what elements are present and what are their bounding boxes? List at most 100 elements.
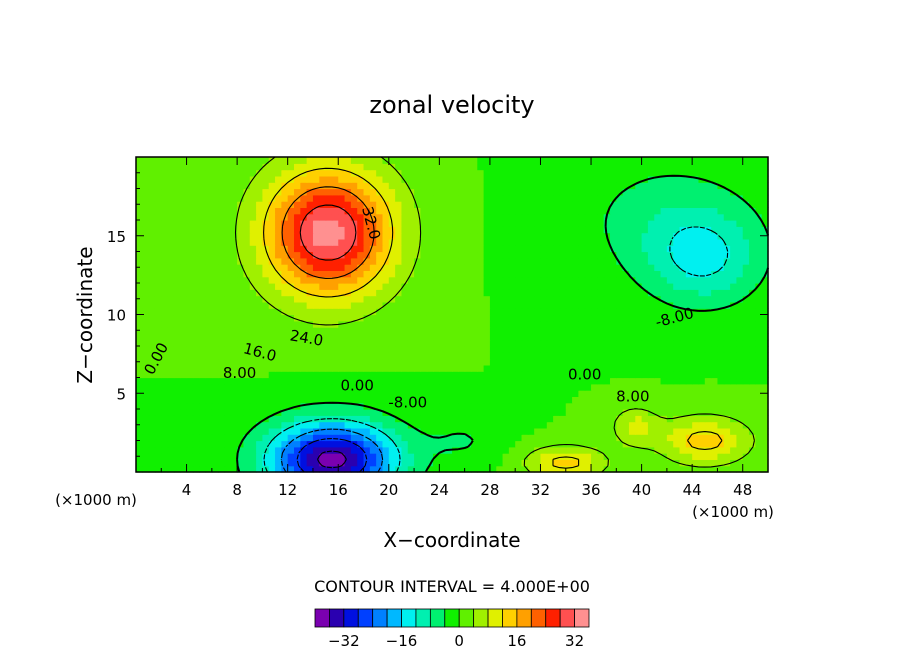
field-cell (439, 371, 447, 379)
field-cell (452, 421, 459, 429)
field-cell (331, 409, 339, 416)
field-cell (376, 194, 384, 202)
field-cell (173, 333, 181, 341)
field-cell (553, 364, 561, 372)
field-cell (508, 220, 516, 227)
field-cell (521, 465, 529, 473)
field-cell (376, 415, 384, 423)
field-cell (521, 238, 529, 246)
field-cell (711, 371, 719, 379)
field-cell (186, 169, 194, 177)
field-cell (142, 270, 150, 278)
field-cell (426, 232, 434, 240)
field-cell (635, 327, 643, 334)
field-cell (420, 220, 428, 227)
field-cell (338, 346, 346, 353)
field-cell (199, 346, 207, 353)
field-cell (325, 453, 333, 460)
field-cell (730, 377, 737, 385)
field-cell (464, 213, 472, 221)
field-cell (698, 283, 706, 290)
field-cell (173, 264, 181, 271)
field-cell (723, 207, 731, 215)
field-cell (641, 251, 649, 259)
field-cell (673, 283, 681, 290)
field-cell (540, 238, 548, 246)
field-cell (281, 371, 289, 379)
field-cell (489, 352, 497, 360)
field-cell (597, 446, 605, 454)
field-cell (306, 383, 314, 391)
field-cell (749, 465, 756, 473)
field-cell (256, 188, 263, 196)
field-cell (357, 358, 365, 366)
field-cell (515, 434, 523, 442)
field-cell (749, 257, 756, 265)
field-cell (357, 440, 365, 448)
field-cell (660, 434, 668, 442)
field-cell (350, 339, 358, 347)
field-cell (142, 245, 150, 253)
field-cell (439, 339, 447, 347)
field-cell (742, 188, 750, 196)
field-cell (218, 238, 226, 246)
field-cell (742, 157, 750, 164)
field-cell (211, 377, 219, 385)
field-cell (553, 226, 561, 234)
field-cell (622, 377, 630, 385)
field-cell (534, 358, 542, 366)
field-cell (679, 220, 687, 227)
field-cell (294, 346, 301, 353)
field-cell (730, 346, 737, 353)
field-cell (420, 453, 428, 460)
field-cell (736, 327, 744, 334)
field-cell (628, 465, 636, 473)
field-cell (584, 169, 592, 177)
field-cell (268, 377, 276, 385)
field-cell (401, 157, 409, 164)
field-cell (597, 163, 605, 171)
field-cell (723, 163, 731, 171)
field-cell (458, 270, 466, 278)
field-cell (597, 226, 605, 234)
field-cell (275, 308, 282, 316)
field-cell (294, 163, 301, 171)
field-cell (736, 383, 744, 391)
field-cell (243, 415, 251, 423)
field-cell (717, 308, 725, 316)
field-cell (761, 352, 769, 360)
field-cell (199, 251, 207, 259)
field-cell (268, 339, 276, 347)
field-cell (622, 157, 630, 164)
field-cell (540, 459, 548, 467)
field-cell (717, 301, 725, 309)
field-cell (186, 289, 194, 297)
field-cell (173, 201, 181, 208)
field-cell (597, 320, 605, 328)
field-cell (521, 364, 529, 372)
field-cell (610, 169, 617, 177)
field-cell (534, 251, 542, 259)
field-cell (723, 270, 731, 278)
field-cell (572, 238, 579, 246)
field-cell (673, 264, 681, 271)
field-cell (249, 352, 257, 360)
field-cell (730, 257, 737, 265)
field-cell (452, 245, 459, 253)
field-cell (559, 377, 567, 385)
field-cell (578, 257, 586, 265)
field-cell (439, 245, 447, 253)
field-cell (578, 201, 586, 208)
field-cell (692, 169, 700, 177)
field-cell (477, 182, 485, 190)
field-cell (243, 383, 251, 391)
field-cell (331, 245, 339, 253)
field-cell (205, 465, 213, 473)
field-cell (591, 289, 598, 297)
field-cell (610, 427, 617, 435)
field-cell (616, 402, 624, 410)
field-cell (300, 157, 308, 164)
field-cell (496, 169, 504, 177)
field-cell (515, 327, 523, 334)
field-cell (407, 383, 415, 391)
